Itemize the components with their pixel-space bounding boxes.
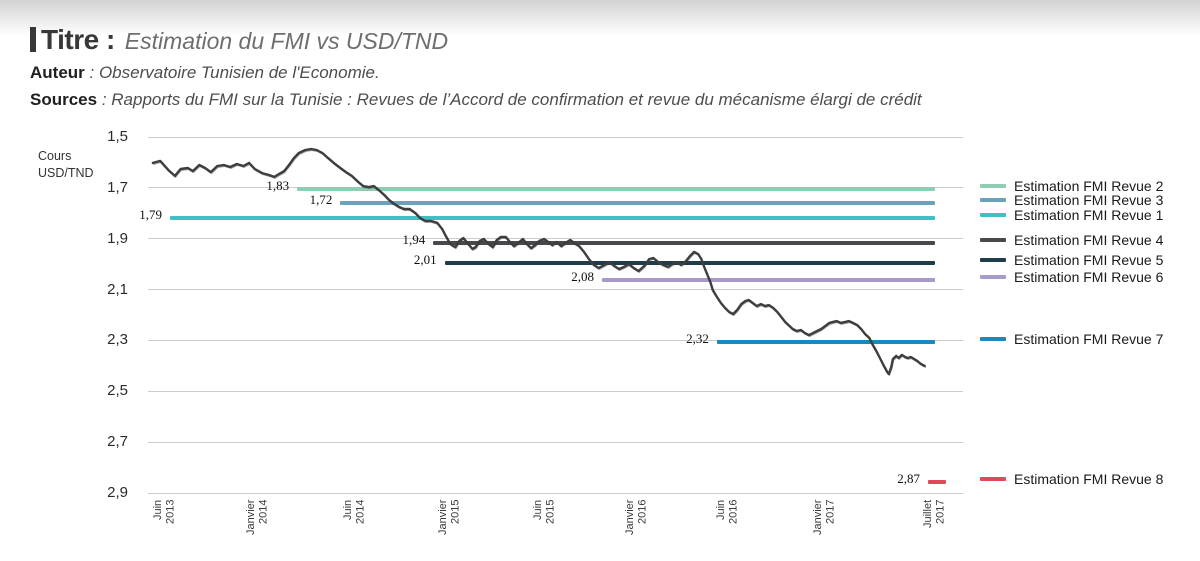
legend-item-revue-5: Estimation FMI Revue 5 [980, 252, 1163, 268]
legend-item-revue-7: Estimation FMI Revue 7 [980, 331, 1163, 347]
legend-label-revue-8: Estimation FMI Revue 8 [1014, 471, 1164, 488]
gridline [148, 390, 963, 392]
legend-swatch-revue-2 [980, 184, 1006, 189]
legend-item-revue-8: Estimation FMI Revue 8 [980, 471, 1163, 487]
legend-label-revue-3: Estimation FMI Revue 3 [1014, 192, 1164, 209]
estimate-value-label-revue-8: 2,87 [897, 471, 920, 487]
legend-label-revue-7: Estimation FMI Revue 7 [1014, 330, 1164, 347]
sources-line: Sources : Rapports du FMI sur la Tunisie… [30, 90, 1130, 110]
x-axis-tick-label: Janvier 2015 [437, 500, 462, 536]
y-axis-tick-label: 1,7 [107, 178, 128, 196]
usd-tnd-series-line [152, 149, 927, 376]
gridline [148, 238, 963, 240]
legend-swatch-revue-7 [980, 336, 1006, 341]
estimate-value-label-revue-7: 2,32 [686, 330, 709, 346]
estimate-line-revue-6 [601, 277, 936, 282]
legend-item-revue-4: Estimation FMI Revue 4 [980, 232, 1163, 248]
page-title: Estimation du FMI vs USD/TND [124, 28, 449, 54]
legend-label-revue-2: Estimation FMI Revue 2 [1014, 178, 1164, 195]
estimate-value-label-revue-3: 1,72 [309, 192, 333, 208]
estimate-line-revue-1 [170, 215, 936, 220]
y-axis-tick-label: 2,3 [107, 331, 128, 349]
x-axis-tick-label: Juillet 2017 [922, 500, 947, 529]
estimate-line-revue-7 [716, 339, 936, 344]
legend-swatch-revue-8 [980, 477, 1006, 482]
estimate-value-label-revue-1: 1,79 [139, 206, 163, 222]
title-label: Titre : [41, 24, 115, 55]
legend-swatch-revue-6 [980, 274, 1006, 279]
report-header: Titre : Estimation du FMI vs USD/TND Aute… [30, 24, 1130, 110]
y-axis-tick-label: 2,1 [107, 280, 128, 298]
legend-swatch-revue-4 [980, 238, 1006, 243]
x-axis-tick-label: Juin 2014 [342, 500, 367, 525]
y-axis-tick-label: 1,5 [107, 128, 128, 145]
estimate-value-label-revue-4: 1,94 [402, 232, 426, 248]
gridline [148, 136, 963, 138]
legend-item-revue-6: Estimation FMI Revue 6 [980, 269, 1163, 285]
author-label: Auteur [30, 63, 85, 82]
estimate-value-label-revue-5: 2,01 [413, 252, 437, 268]
sources-label: Sources [30, 90, 98, 109]
gridline [148, 339, 963, 341]
author-value: : Observatoire Tunisien de l'Economie. [84, 63, 380, 82]
gridline [148, 492, 963, 494]
legend-label-revue-1: Estimation FMI Revue 1 [1014, 206, 1164, 223]
legend-label-revue-4: Estimation FMI Revue 4 [1014, 232, 1164, 249]
usd-tnd-series-line [151, 147, 926, 376]
legend-swatch-revue-1 [980, 212, 1006, 217]
estimate-line-revue-2 [297, 187, 936, 192]
title-bar-icon [30, 27, 36, 52]
sources-value: : Rapports du FMI sur la Tunisie : Revue… [97, 90, 922, 109]
legend-item-revue-2: Estimation FMI Revue 2 [980, 178, 1163, 194]
legend-item-revue-3: Estimation FMI Revue 3 [980, 192, 1163, 208]
estimate-line-revue-5 [444, 261, 936, 266]
estimate-line-revue-3 [340, 201, 936, 206]
x-axis-tick-label: Juin 2016 [715, 500, 740, 525]
legend-swatch-revue-5 [980, 258, 1006, 263]
y-axis-title-line1: Cours [38, 149, 72, 163]
x-axis-tick-label: Juin 2015 [531, 500, 557, 525]
estimate-value-label-revue-2: 1,83 [266, 178, 290, 194]
gridline [148, 441, 963, 443]
gridline [148, 289, 963, 291]
author-line: Auteur : Observatoire Tunisien de l'Econ… [30, 63, 1130, 83]
plot-area: 1,83 1,72 1,79 1,94 2,01 2,08 2,32 2,87 [139, 136, 963, 494]
y-axis-tick-label: 2,7 [107, 433, 128, 451]
y-axis-tick-label: 2,9 [107, 484, 128, 501]
usd-tnd-series-svg [151, 147, 927, 376]
title-line: Titre : Estimation du FMI vs USD/TND [30, 24, 1130, 56]
estimate-line-revue-8 [927, 480, 946, 485]
estimate-value-label-revue-6: 2,08 [571, 268, 594, 284]
estimate-line-revue-4 [433, 241, 936, 246]
y-axis-title-line2: USD/TND [38, 166, 94, 180]
y-axis-title: Cours USD/TND [38, 148, 94, 182]
legend-label-revue-5: Estimation FMI Revue 5 [1014, 252, 1164, 269]
top-gradient-band [0, 0, 1200, 36]
legend-swatch-revue-3 [980, 198, 1006, 203]
x-axis-tick-label: Janvier 2014 [245, 500, 270, 536]
x-axis-tick-label: Janvier 2016 [624, 500, 649, 536]
legend-label-revue-6: Estimation FMI Revue 6 [1014, 268, 1164, 285]
x-axis-tick-label: Janvier 2017 [812, 500, 837, 536]
legend-item-revue-1: Estimation FMI Revue 1 [980, 207, 1163, 223]
x-axis-tick-label: Juin 2013 [152, 500, 177, 525]
y-axis-tick-label: 2,5 [107, 382, 128, 400]
y-axis-tick-label: 1,9 [107, 229, 128, 247]
